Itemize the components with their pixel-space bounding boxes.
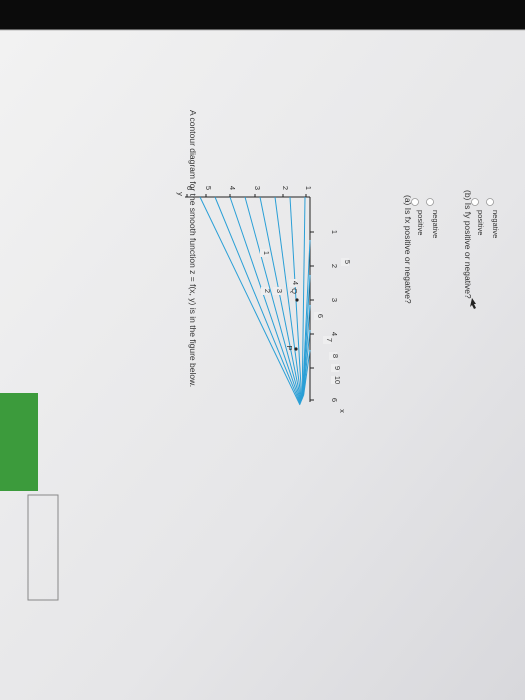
- y-tick-label: 3: [253, 186, 262, 190]
- question: A contour diagram for the smooth functio…: [188, 110, 198, 387]
- radio-button[interactable]: [471, 198, 479, 206]
- x-tick-label: 1: [330, 230, 339, 234]
- label-bg: [341, 258, 349, 266]
- green-bar: [0, 393, 38, 491]
- x-tick-label: 6: [330, 398, 339, 402]
- option-label[interactable]: negative: [491, 210, 500, 238]
- radio-button[interactable]: [411, 198, 419, 206]
- contour-line: [259, 196, 302, 402]
- radio-button[interactable]: [486, 198, 494, 206]
- contour-label: 9: [333, 366, 342, 370]
- y-tick-label: 5: [204, 186, 213, 190]
- label-bg: [329, 352, 337, 360]
- contour-line: [229, 196, 302, 404]
- contour-label: 1: [262, 251, 271, 255]
- contour-label: 5: [343, 260, 352, 264]
- x-tick-label: 2: [330, 264, 339, 268]
- contour-label: 7: [325, 338, 334, 342]
- contour-line: [301, 239, 311, 399]
- label-bg: [331, 364, 339, 372]
- y-axis-label: y: [176, 192, 185, 196]
- label-bg: [323, 336, 331, 344]
- contour-label: 6: [316, 314, 325, 318]
- y-tick-label: 2: [281, 186, 290, 190]
- contour-label: 3: [275, 289, 284, 293]
- option-label[interactable]: negative: [431, 210, 440, 238]
- label-bg: [331, 376, 339, 384]
- side-box: [27, 494, 59, 601]
- contour-line: [214, 196, 301, 405]
- x-tick-label: 3: [330, 298, 339, 302]
- contour-label: 4: [291, 281, 300, 285]
- point-dot: [295, 298, 299, 302]
- contour-label: 10: [333, 376, 342, 384]
- contour-line: [302, 329, 311, 397]
- label-bg: [260, 249, 268, 257]
- contour-line: [289, 196, 303, 401]
- label-bg: [261, 287, 269, 295]
- label-bg: [314, 312, 322, 320]
- y-tick-label: 4: [228, 186, 237, 190]
- contour-label: 8: [331, 354, 340, 358]
- contour-line: [274, 196, 302, 402]
- label-bg: [289, 279, 297, 287]
- y-tick-label: 1: [304, 186, 313, 190]
- contour-label: 2: [263, 289, 272, 293]
- part-a-prompt: (a) Is fx positive or negative?: [403, 195, 413, 304]
- point-label: Q: [290, 288, 299, 294]
- contour-line: [199, 196, 301, 406]
- screen: [0, 30, 525, 700]
- part-b-prompt: (b) Is fy positive or negative?: [463, 190, 473, 299]
- contour-line: [301, 196, 306, 400]
- point-label: P: [285, 345, 294, 350]
- x-tick-label: 4: [330, 332, 339, 336]
- point-dot: [294, 347, 298, 351]
- radio-button[interactable]: [426, 198, 434, 206]
- contour-line: [303, 349, 311, 396]
- option-label[interactable]: positive: [416, 210, 425, 235]
- y-tick-label: 6: [185, 186, 194, 190]
- label-bg: [273, 287, 281, 295]
- contour-line: [302, 274, 311, 398]
- contour-line: [302, 304, 311, 398]
- contour-figure: 654321123456yx12345678910PQ: [176, 186, 352, 413]
- cursor: [470, 298, 476, 309]
- x-axis-label: x: [338, 409, 347, 413]
- option-label[interactable]: positive: [476, 210, 485, 235]
- contour-line: [244, 196, 302, 403]
